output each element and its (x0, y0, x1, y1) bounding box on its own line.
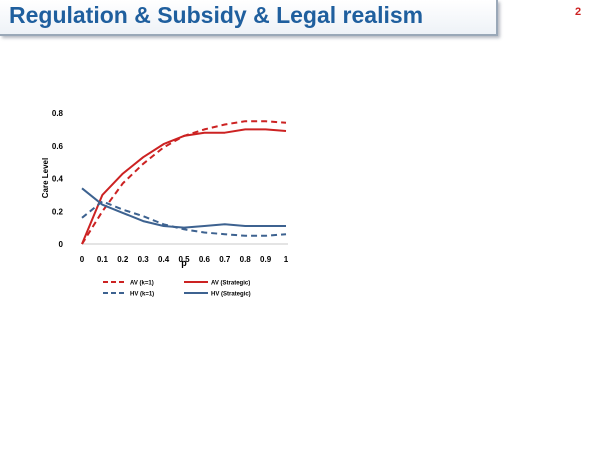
legend-label: AV (Strategic) (211, 281, 250, 287)
slide-title: Regulation & Subsidy & Legal realism (9, 2, 424, 28)
chart-series (81, 120, 287, 245)
y-tick-label: 0.6 (52, 142, 64, 151)
y-tick-labels: 0 0.2 0.4 0.6 0.8 (52, 109, 64, 249)
x-tick-label: 0.4 (158, 255, 170, 264)
series-line-av-strategic (81, 128, 287, 245)
series-line-hv-k-1 (81, 200, 287, 237)
y-tick-label: 0.4 (52, 175, 64, 184)
x-tick-labels: 0 0.1 0.2 0.3 0.4 0.5 0.6 0.7 0.8 0.9 1 (80, 255, 289, 264)
y-tick-label: 0 (59, 240, 64, 249)
y-tick-label: 0.8 (52, 109, 64, 118)
x-tick-label: 0.7 (219, 255, 231, 264)
x-tick-label: 0.2 (117, 255, 129, 264)
page-number: 2 (575, 6, 582, 18)
title-bar: Regulation & Subsidy & Legal realism (0, 0, 498, 36)
x-tick-label: 0.3 (138, 255, 150, 264)
x-tick-label: 0.9 (260, 255, 272, 264)
legend-label: HV (Strategic) (211, 292, 251, 298)
legend-label: AV (k=1) (130, 281, 154, 287)
chart-legend: AV (k=1) AV (Strategic) HV (k=1) HV (Strate… (103, 281, 251, 298)
x-tick-label: 0.8 (240, 255, 252, 264)
x-tick-label: 0.1 (97, 255, 109, 264)
y-tick-label: 0.2 (52, 207, 64, 216)
x-axis-label: p (181, 258, 187, 268)
x-tick-label: 0.6 (199, 255, 211, 264)
x-tick-label: 0 (80, 255, 85, 264)
legend-label: HV (k=1) (130, 292, 154, 298)
x-tick-label: 0.5 (178, 255, 190, 264)
y-axis-label: Care Level (41, 158, 50, 198)
x-tick-label: 1 (284, 255, 289, 264)
series-line-hv-strategic (81, 187, 286, 229)
